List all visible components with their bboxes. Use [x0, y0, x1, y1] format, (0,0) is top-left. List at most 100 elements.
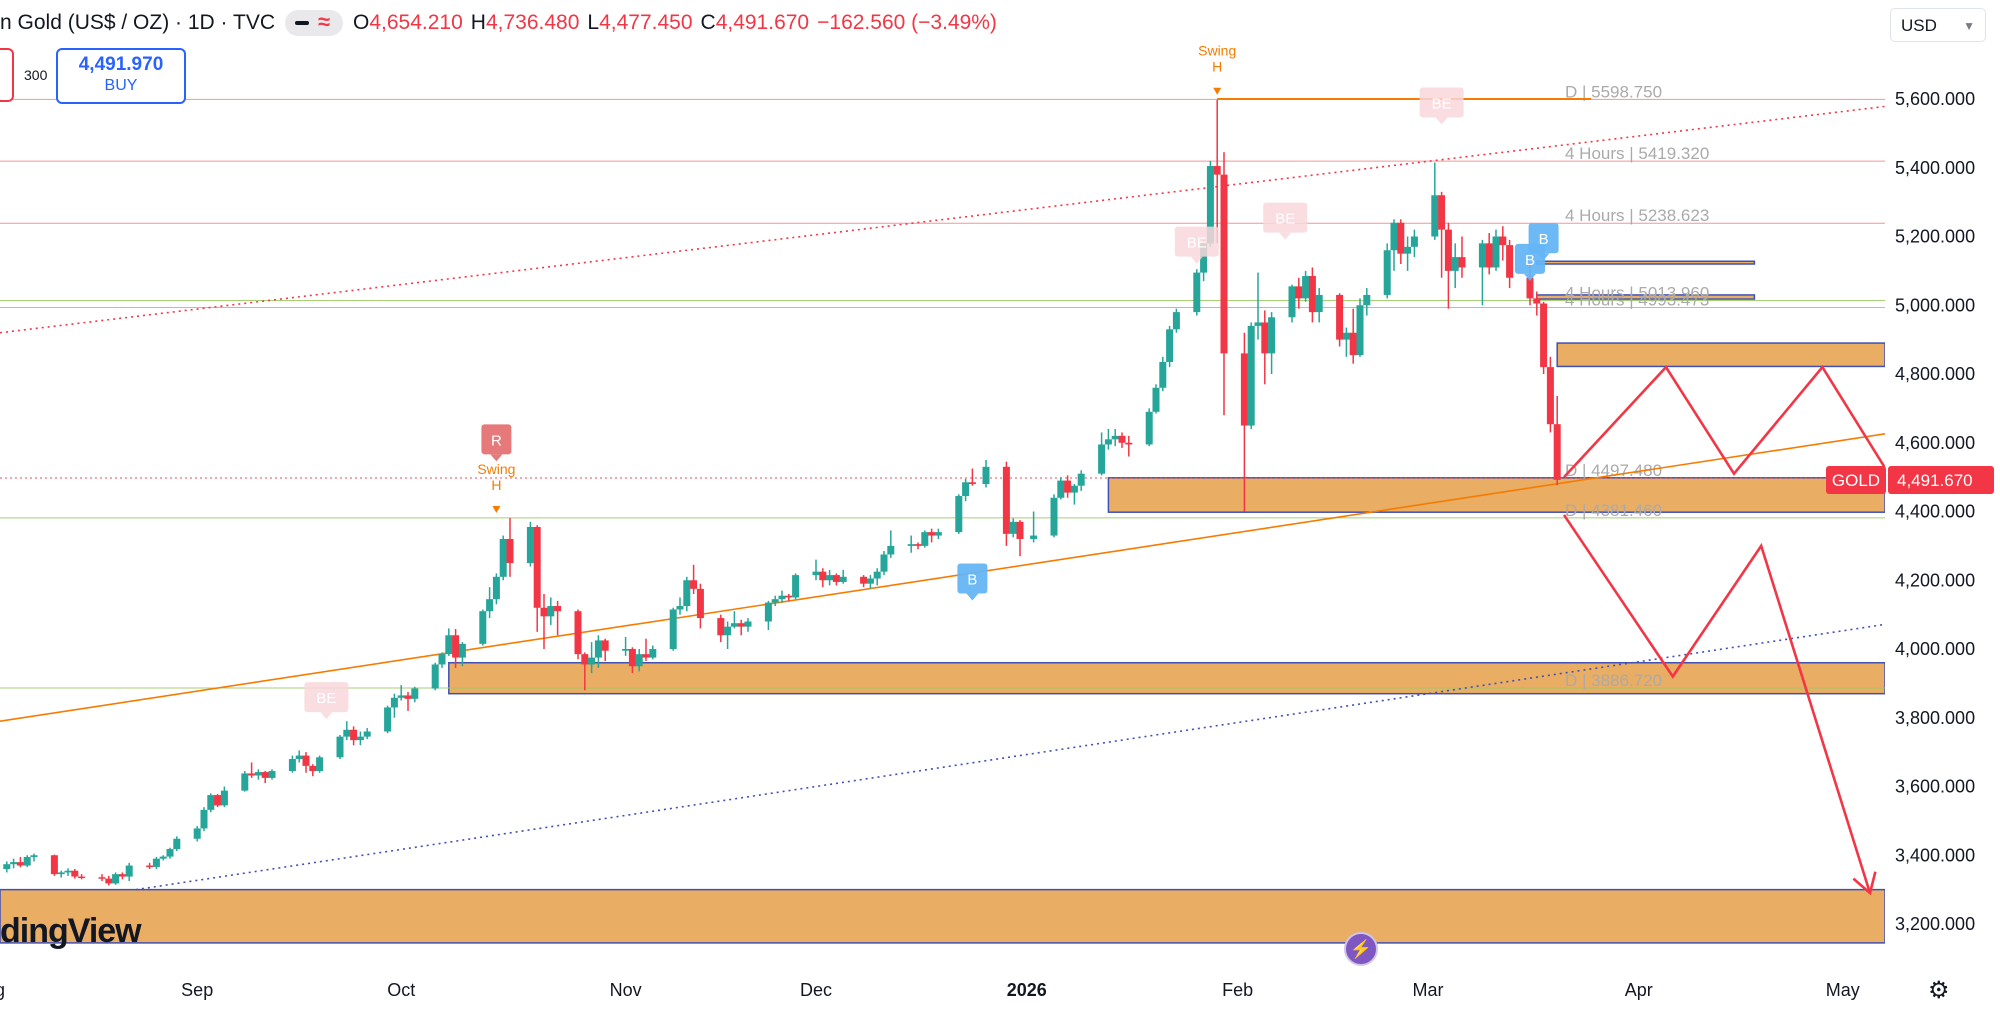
- x-tick-label: Apr: [1625, 980, 1653, 1000]
- candle-body: [356, 736, 364, 741]
- candle-body: [1104, 439, 1112, 445]
- candle-body: [1268, 317, 1276, 354]
- candle-body: [1070, 485, 1078, 493]
- signal-box: [1515, 243, 1545, 274]
- candle-body: [1247, 325, 1255, 426]
- y-tick-label: 4,600.000: [1895, 433, 1975, 453]
- candle-body: [1213, 166, 1221, 175]
- x-tick-label: Sep: [181, 980, 213, 1000]
- candle-body: [764, 602, 772, 622]
- level-label: 4 Hours | 4993.473: [1565, 290, 1709, 309]
- plot-area: D | 5598.750 4 Hours | 5419.320 4 Hours | …: [0, 43, 1885, 944]
- x-tick-label: 2026: [1007, 980, 1047, 1000]
- level-label: D | 4381.460: [1565, 501, 1662, 520]
- candle-body: [737, 623, 745, 627]
- candle-body: [3, 864, 11, 869]
- symbol-title[interactable]: n Gold (US$ / OZ) · 1D · TVC: [0, 11, 275, 34]
- candle-body: [588, 657, 596, 665]
- candle-body: [390, 697, 398, 708]
- y-tick-label: 3,200.000: [1895, 914, 1975, 934]
- candle-body: [676, 606, 684, 610]
- candle-body: [404, 695, 412, 699]
- candle-body: [1240, 353, 1248, 426]
- chart-style-toggle[interactable]: ≈: [285, 9, 343, 36]
- candle-body: [411, 688, 419, 699]
- candle-body: [1125, 442, 1133, 445]
- candle-body: [118, 874, 126, 877]
- candle-body: [50, 855, 58, 875]
- line-dash-icon: [295, 21, 309, 25]
- candle-body: [105, 878, 113, 884]
- candle-body: [302, 755, 310, 766]
- y-tick-label: 5,000.000: [1895, 295, 1975, 315]
- candle-body: [601, 640, 609, 651]
- lightning-icon[interactable]: ⚡: [1344, 932, 1378, 966]
- candle-body: [125, 865, 133, 877]
- candle-body: [173, 838, 181, 850]
- candle-body: [1118, 435, 1126, 443]
- level-label: D | 3886.720: [1565, 671, 1662, 690]
- swing-arrow: [492, 506, 501, 514]
- wave-icon: ≈: [318, 9, 331, 34]
- candle-body: [696, 588, 704, 619]
- candle-body: [914, 544, 922, 546]
- candle-body: [690, 580, 698, 589]
- candle-body: [1152, 387, 1160, 412]
- candle-body: [268, 771, 276, 778]
- ohlc-close: 4,491.670: [715, 11, 810, 34]
- candle-body: [1342, 332, 1350, 340]
- y-tick-label: 4,000.000: [1895, 639, 1975, 659]
- ohlc-open: 4,654.210: [369, 11, 463, 34]
- candle-body: [1159, 361, 1167, 388]
- candle-body: [1410, 236, 1418, 247]
- candle-body: [574, 611, 582, 655]
- candle-body: [10, 862, 18, 865]
- price-tag-name: GOLD: [1832, 471, 1880, 490]
- swing-arrow: [1213, 87, 1222, 95]
- price-tag-bg: [1888, 465, 1994, 494]
- candle-body: [431, 664, 439, 689]
- ohlc-high: 4,736.480: [485, 11, 580, 34]
- signal-text: BE: [1275, 211, 1295, 228]
- candle-body: [880, 554, 888, 572]
- candle-body: [1533, 298, 1541, 304]
- signal-box: [481, 424, 512, 455]
- x-tick-label: Oct: [387, 980, 415, 1000]
- candle-body: [812, 571, 820, 576]
- candle-body: [1261, 322, 1269, 354]
- chevron-down-icon: ▼: [1963, 19, 1975, 33]
- candle-body: [336, 736, 344, 758]
- signal-pointer: [490, 454, 503, 462]
- projection-path: [1563, 364, 1885, 479]
- candle-body: [819, 571, 827, 581]
- level-label: 4 Hours | 5419.320: [1565, 144, 1709, 163]
- candle-body: [1390, 222, 1398, 251]
- currency-select[interactable]: USD ▼: [1890, 8, 1986, 42]
- candle-body: [363, 731, 371, 737]
- sell-button[interactable]: [0, 48, 14, 102]
- spread-value: 300: [24, 67, 48, 83]
- y-tick-label: 4,400.000: [1895, 502, 1975, 522]
- candle-body: [159, 856, 167, 859]
- candle-body: [499, 539, 507, 577]
- signal-pointer: [1279, 232, 1292, 240]
- level-label: D | 5598.750: [1565, 82, 1662, 101]
- candle-body: [962, 482, 970, 497]
- supply-demand-zone: [1536, 260, 1756, 265]
- y-tick-label: 4,800.000: [1895, 364, 1975, 384]
- candle-body: [479, 611, 487, 644]
- buy-button[interactable]: 4,491.970 BUY: [56, 48, 186, 104]
- candle-body: [71, 870, 79, 877]
- candle-body: [1166, 329, 1174, 362]
- candle-body: [955, 496, 963, 533]
- candle-body: [1009, 521, 1017, 534]
- settings-gear-icon[interactable]: ⚙: [1928, 977, 1950, 1004]
- candle-body: [200, 809, 208, 829]
- candle-body: [724, 626, 732, 636]
- signal-text: B: [967, 572, 977, 589]
- candle-body: [438, 654, 446, 665]
- signal-box: [1174, 226, 1219, 257]
- tradingview-watermark: dingView: [0, 912, 142, 950]
- candle-body: [1077, 473, 1085, 486]
